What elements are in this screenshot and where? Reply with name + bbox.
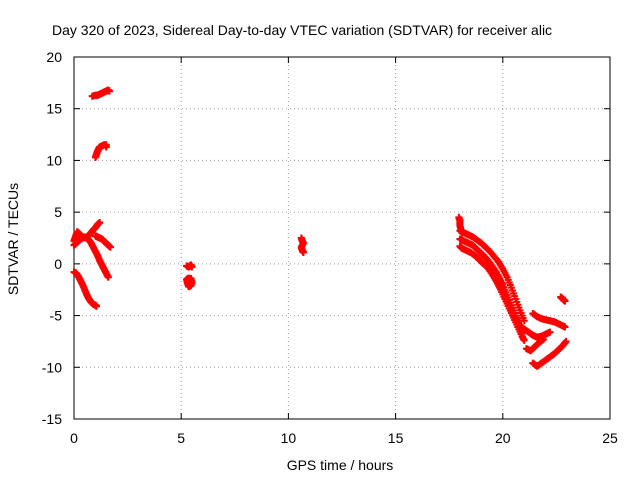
y-tick-label: -10 <box>42 359 62 375</box>
segment-arc-5h-a <box>183 261 196 271</box>
data-point <box>93 302 101 310</box>
segment-arc-11 <box>91 141 110 161</box>
y-tick-label: -15 <box>42 411 62 427</box>
tick-labels: 0 5 10 15 20 25 -15 -10 -5 0 5 10 15 20 <box>42 49 618 446</box>
segment-arc-left-mid <box>70 233 112 281</box>
data-point <box>546 328 554 336</box>
data-point <box>104 273 112 281</box>
x-tick-label: 15 <box>388 430 404 446</box>
segment-arc-22h <box>557 293 569 305</box>
x-tick-label: 20 <box>495 430 511 446</box>
x-tick-label: 25 <box>602 430 618 446</box>
data-point <box>188 263 196 271</box>
segment-arc-left-low <box>70 268 101 310</box>
segment-arc-21h-low <box>522 335 548 355</box>
y-tick-label: 10 <box>46 152 62 168</box>
y-tick-label: 20 <box>46 49 62 65</box>
x-tick-label: 0 <box>70 430 78 446</box>
segment-arc-10h <box>297 234 307 256</box>
x-tick-label: 10 <box>281 430 297 446</box>
data-point <box>562 337 570 345</box>
data-point <box>540 335 548 343</box>
segment-arc-21h-right <box>529 310 569 331</box>
data-point <box>102 143 110 151</box>
y-tick-label: 5 <box>54 204 62 220</box>
segment-arc-5h-b <box>183 274 196 291</box>
segment-arc-left-branch <box>91 232 114 251</box>
data-point <box>96 218 104 226</box>
segment-arc-18h-band-lower <box>456 242 528 344</box>
y-tick-label: -5 <box>50 308 63 324</box>
data-point <box>560 296 568 304</box>
y-tick-label: 0 <box>54 256 62 272</box>
data-point <box>106 243 114 251</box>
data-point <box>561 323 569 331</box>
grid <box>74 57 610 419</box>
y-axis-title: SDTVAR / TECUs <box>5 183 21 295</box>
plot-frame <box>73 56 611 420</box>
data-point <box>105 87 113 95</box>
data-point <box>184 274 192 282</box>
data-point <box>520 317 528 325</box>
data-point <box>520 336 528 344</box>
data-points <box>70 86 570 370</box>
y-tick-label: 15 <box>46 101 62 117</box>
axis-ticks <box>73 56 611 420</box>
x-axis-title: GPS time / hours <box>287 457 394 473</box>
segment-arc-18h-band-upper <box>456 227 528 325</box>
x-tick-label: 5 <box>177 430 185 446</box>
data-point <box>299 248 307 256</box>
chart-title: Day 320 of 2023, Sidereal Day-to-day VTE… <box>52 22 552 38</box>
segment-arc-21h-bottom <box>529 337 570 370</box>
segment-arc-16 <box>88 86 113 100</box>
